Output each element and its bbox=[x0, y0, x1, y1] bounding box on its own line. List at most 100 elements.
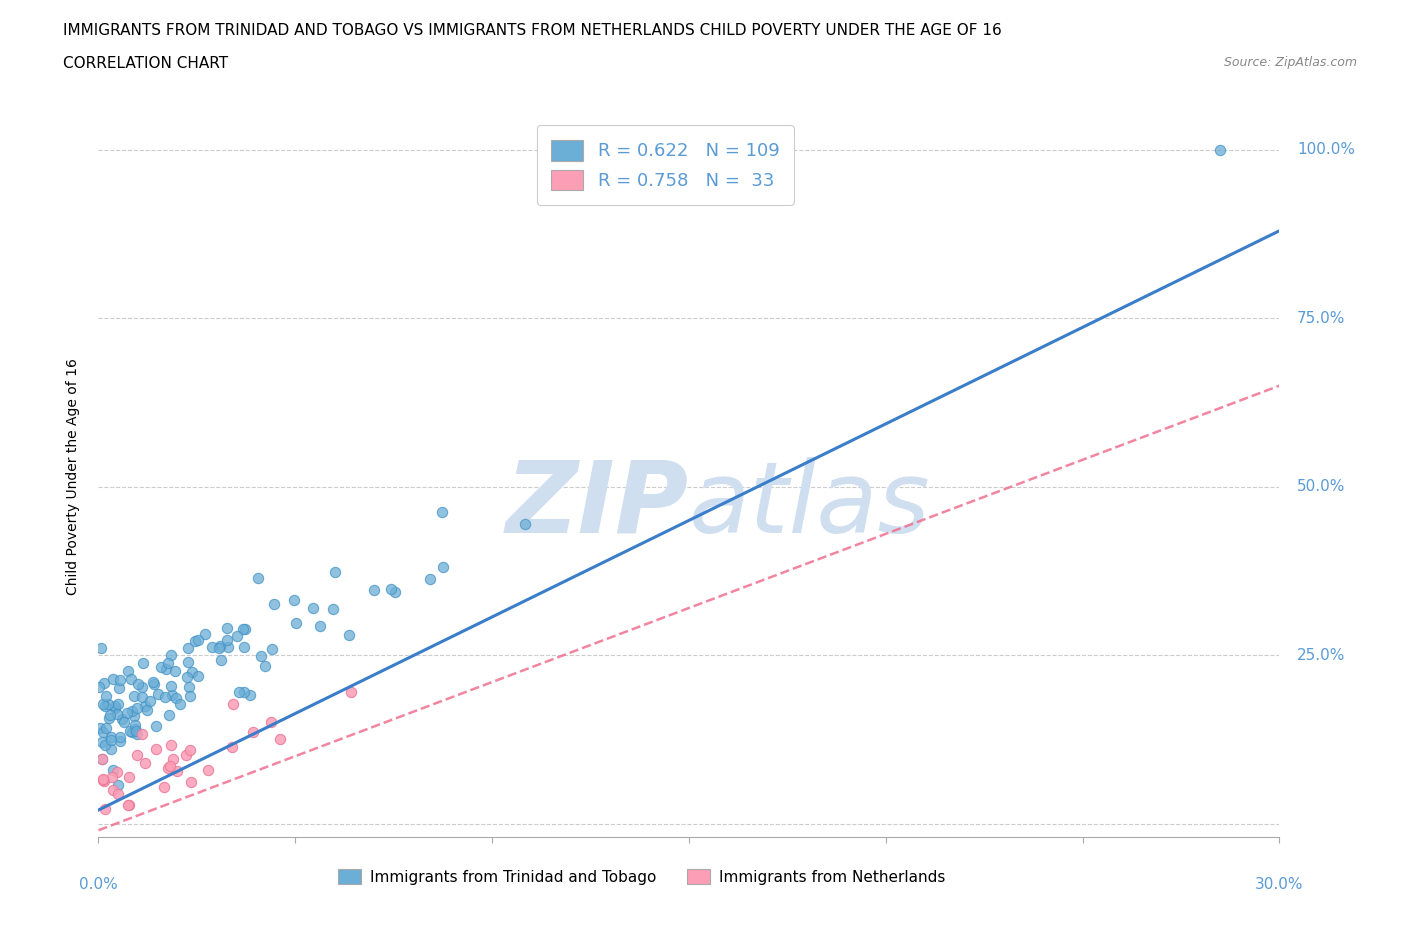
Point bbox=[159, 678, 181, 693]
Point bbox=[145, 742, 167, 757]
Point bbox=[110, 672, 132, 687]
Point bbox=[169, 697, 191, 711]
Point bbox=[107, 681, 129, 696]
Point bbox=[246, 570, 269, 585]
Point bbox=[101, 783, 124, 798]
Point bbox=[93, 771, 115, 786]
Point bbox=[148, 687, 170, 702]
Point bbox=[177, 655, 200, 670]
Point bbox=[208, 641, 231, 656]
Point bbox=[217, 640, 239, 655]
Point bbox=[419, 572, 441, 587]
Point bbox=[262, 642, 284, 657]
Point bbox=[121, 703, 143, 718]
Legend: Immigrants from Trinidad and Tobago, Immigrants from Netherlands: Immigrants from Trinidad and Tobago, Imm… bbox=[332, 862, 952, 891]
Point bbox=[90, 751, 112, 766]
Point bbox=[103, 671, 125, 686]
Point bbox=[131, 689, 153, 704]
Point bbox=[105, 706, 128, 721]
Point bbox=[159, 759, 181, 774]
Point bbox=[187, 669, 209, 684]
Point bbox=[179, 689, 201, 704]
Point bbox=[160, 647, 183, 662]
Point bbox=[90, 735, 112, 750]
Point bbox=[339, 684, 361, 699]
Point bbox=[208, 639, 231, 654]
Point bbox=[209, 652, 232, 667]
Text: 75.0%: 75.0% bbox=[1298, 311, 1346, 325]
Point bbox=[165, 664, 187, 679]
Point bbox=[91, 724, 114, 739]
Point bbox=[197, 763, 219, 777]
Point bbox=[118, 798, 141, 813]
Point bbox=[513, 516, 536, 531]
Point bbox=[215, 620, 238, 635]
Point bbox=[157, 656, 180, 671]
Point bbox=[118, 724, 141, 738]
Point bbox=[93, 773, 115, 788]
Point bbox=[160, 737, 183, 752]
Point bbox=[94, 699, 117, 714]
Point bbox=[91, 697, 114, 711]
Point bbox=[180, 665, 202, 680]
Point bbox=[201, 640, 224, 655]
Point bbox=[177, 641, 200, 656]
Point bbox=[1209, 142, 1232, 157]
Point bbox=[253, 658, 276, 673]
Point bbox=[124, 724, 146, 738]
Point bbox=[242, 724, 264, 739]
Point bbox=[117, 797, 139, 812]
Point bbox=[155, 689, 177, 704]
Point bbox=[233, 684, 256, 699]
Point bbox=[134, 698, 156, 713]
Point bbox=[283, 593, 305, 608]
Point bbox=[131, 679, 153, 694]
Point bbox=[127, 701, 149, 716]
Point bbox=[98, 707, 121, 722]
Point bbox=[90, 640, 112, 655]
Point bbox=[226, 629, 249, 644]
Point bbox=[100, 742, 122, 757]
Point bbox=[87, 680, 110, 695]
Point bbox=[135, 702, 157, 717]
Point bbox=[250, 648, 273, 663]
Point bbox=[121, 724, 143, 739]
Point bbox=[112, 715, 135, 730]
Point bbox=[115, 705, 138, 720]
Text: 100.0%: 100.0% bbox=[1298, 142, 1355, 157]
Point bbox=[118, 770, 141, 785]
Point bbox=[117, 663, 139, 678]
Point bbox=[217, 632, 239, 647]
Point bbox=[363, 582, 385, 597]
Point bbox=[228, 684, 250, 699]
Point bbox=[127, 727, 149, 742]
Point bbox=[89, 721, 111, 736]
Text: 30.0%: 30.0% bbox=[1256, 877, 1303, 892]
Point bbox=[159, 708, 181, 723]
Point bbox=[150, 659, 173, 674]
Point bbox=[96, 697, 118, 711]
Point bbox=[160, 688, 183, 703]
Text: 50.0%: 50.0% bbox=[1298, 479, 1346, 494]
Point bbox=[143, 676, 166, 691]
Text: Source: ZipAtlas.com: Source: ZipAtlas.com bbox=[1223, 56, 1357, 69]
Point bbox=[100, 730, 122, 745]
Point bbox=[285, 616, 308, 631]
Point bbox=[134, 755, 156, 770]
Point bbox=[145, 719, 167, 734]
Point bbox=[432, 560, 454, 575]
Point bbox=[124, 718, 146, 733]
Point bbox=[100, 733, 122, 748]
Point bbox=[120, 671, 142, 686]
Point bbox=[132, 656, 155, 671]
Point bbox=[131, 726, 153, 741]
Point bbox=[103, 763, 125, 777]
Text: IMMIGRANTS FROM TRINIDAD AND TOBAGO VS IMMIGRANTS FROM NETHERLANDS CHILD POVERTY: IMMIGRANTS FROM TRINIDAD AND TOBAGO VS I… bbox=[63, 23, 1002, 38]
Point bbox=[90, 751, 112, 766]
Point bbox=[269, 731, 291, 746]
Point bbox=[176, 748, 198, 763]
Point bbox=[384, 585, 406, 600]
Point bbox=[127, 676, 149, 691]
Point bbox=[94, 688, 117, 703]
Point bbox=[107, 777, 129, 792]
